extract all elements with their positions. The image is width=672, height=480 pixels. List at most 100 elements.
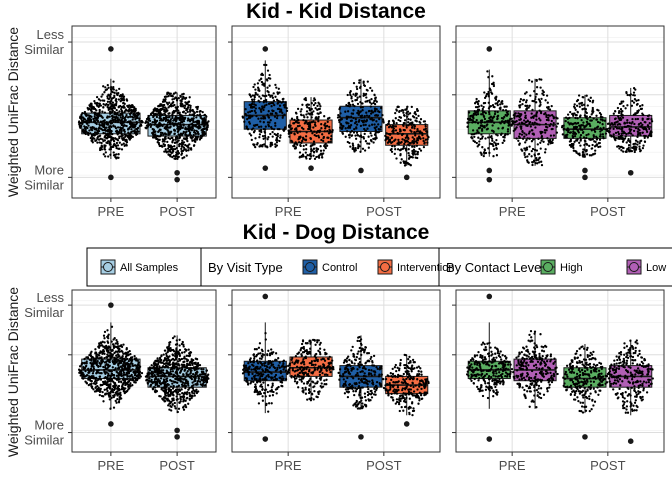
x-tick-label: PRE [98, 204, 125, 219]
panel-all-samples: PRE POST [68, 289, 217, 473]
x-tick-label: PRE [98, 458, 125, 473]
outlier-point [403, 174, 410, 181]
outlier-point [486, 176, 493, 183]
panel-by-visit-type: PRE POST [228, 289, 441, 473]
box-post-low [606, 339, 654, 445]
outlier-point [627, 169, 634, 176]
data-points [384, 105, 430, 167]
data-points [336, 79, 385, 153]
outlier-point [358, 434, 364, 440]
data-points [77, 80, 144, 160]
data-points [337, 335, 385, 410]
y-tick-label: Less Similar [24, 290, 64, 320]
outlier-point [108, 174, 114, 181]
box-pre-control [241, 293, 290, 442]
legend-item-label: Intervention [397, 262, 454, 274]
data-points [144, 91, 210, 161]
outlier-point [486, 293, 493, 300]
legend-item-label: Low [646, 262, 666, 274]
x-tick-label: POST [159, 458, 194, 473]
data-points [562, 345, 609, 414]
x-tick-label: POST [590, 204, 625, 219]
y-tick-label: More Similar [24, 418, 64, 448]
chart-title: Kid - Kid Distance [246, 0, 426, 23]
outlier-point [582, 434, 588, 440]
panel-border [231, 25, 441, 199]
legend-item-label: High [560, 262, 583, 274]
box-pre-all-samples [77, 46, 144, 181]
box-pre-intervention [287, 338, 335, 402]
outlier-point [108, 302, 114, 308]
outlier-point [403, 421, 410, 427]
outlier-point [627, 438, 634, 445]
outlier-point [262, 436, 269, 442]
legend-item-label: Control [322, 262, 357, 274]
panel-all-samples: PRE POST [68, 25, 217, 219]
panel-by-contact-level: PRE POST [452, 25, 665, 219]
kid-dog-chart: Kid - Dog Distance Weighted UniFrac Dista… [5, 221, 665, 473]
outlier-point [358, 167, 364, 174]
panel-by-visit-type: PRE POST [228, 25, 441, 219]
outlier-point [108, 46, 114, 52]
box-post-all-samples [144, 335, 210, 440]
legend-item-all-samples: All Samples [100, 259, 179, 275]
data-points [144, 335, 210, 414]
panel-border [71, 289, 217, 453]
data-points [382, 353, 430, 417]
chart-title: Kid - Dog Distance [243, 221, 430, 244]
kid-kid-chart: Kid - Kid Distance Weighted UniFrac Dista… [5, 0, 665, 219]
panel-border [71, 25, 217, 199]
box-post-intervention [382, 353, 430, 427]
data-points [511, 78, 560, 167]
outlier-point [486, 46, 493, 52]
box-pre-low [511, 78, 560, 167]
data-points [465, 341, 514, 400]
outlier-point [262, 165, 269, 171]
box-pre-high [466, 46, 514, 183]
panel-by-contact-level: PRE POST [452, 289, 665, 473]
box-pre-all-samples [77, 302, 144, 427]
box-post-intervention [384, 105, 430, 181]
data-points [606, 87, 654, 154]
x-tick-label: PRE [275, 458, 302, 473]
x-tick-label: PRE [499, 458, 526, 473]
y-axis-label: Weighted UniFrac Distance [5, 287, 21, 457]
box-pre-intervention [287, 97, 334, 171]
x-tick-label: PRE [275, 204, 302, 219]
outlier-point [308, 165, 314, 171]
box-post-low [606, 87, 654, 176]
x-tick-label: PRE [499, 204, 526, 219]
y-tick-label: Less Similar [24, 27, 64, 57]
data-points [606, 339, 654, 414]
box-pre-low [512, 329, 559, 409]
outlier-point [174, 176, 180, 183]
x-tick-label: POST [366, 458, 401, 473]
x-tick-label: POST [366, 204, 401, 219]
legend-item-control: Control [302, 259, 357, 275]
legend-item-low: Low [626, 259, 666, 275]
legend-group-title: By Visit Type [208, 260, 283, 275]
outlier-point [582, 174, 588, 181]
legend-item-label: All Samples [120, 262, 179, 274]
outlier-point [262, 293, 269, 300]
box-pre-high [465, 293, 514, 442]
legend-item-high: High [540, 259, 583, 275]
legend-group-title: By Contact Level [446, 260, 544, 275]
outlier-point [486, 167, 493, 174]
box-post-all-samples [144, 91, 210, 183]
x-tick-label: POST [159, 204, 194, 219]
legend-key-point [305, 262, 315, 272]
data-points [512, 329, 559, 409]
outlier-point [262, 46, 269, 52]
legend-key-point [103, 262, 113, 272]
box-post-control [337, 335, 385, 440]
x-tick-label: POST [590, 458, 625, 473]
data-points [241, 63, 289, 149]
outlier-point [108, 421, 114, 427]
outlier-point [486, 436, 493, 442]
legend-key-point [629, 262, 639, 272]
outlier-point [174, 169, 180, 176]
outlier-point [174, 434, 180, 440]
panel-border [231, 289, 441, 453]
